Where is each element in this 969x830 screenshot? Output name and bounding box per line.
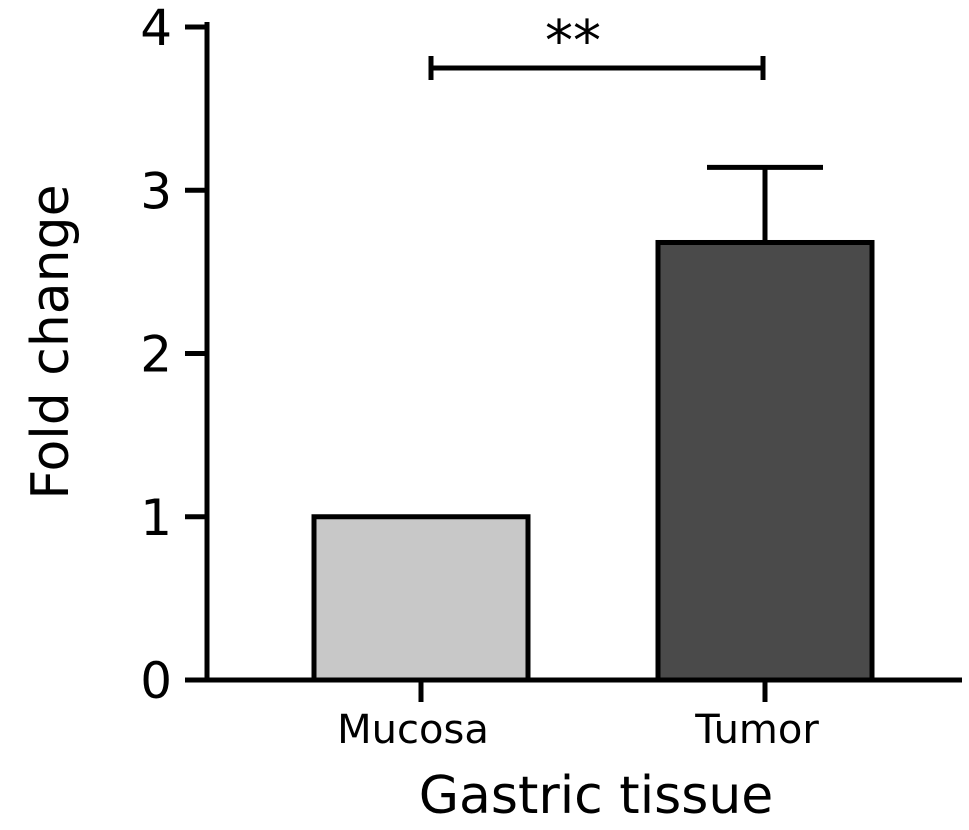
y-ticks-layer: 0 1 2 3 4	[140, 0, 207, 710]
x-axis-title: Gastric tissue	[419, 766, 774, 826]
y-tick-label: 3	[140, 162, 172, 220]
significance-bracket: **	[428, 9, 766, 80]
y-tick-label: 2	[140, 326, 172, 384]
bar-mucosa	[311, 514, 531, 683]
bars-layer	[311, 239, 875, 683]
x-tick-label-tumor: Tumor	[694, 707, 819, 753]
x-ticks-layer: Mucosa Tumor	[337, 680, 819, 753]
significance-label: **	[545, 9, 601, 74]
y-tick-label: 4	[140, 0, 172, 57]
x-tick-label-mucosa: Mucosa	[337, 707, 489, 753]
bar-tumor	[655, 239, 875, 683]
y-tick-label: 0	[140, 652, 172, 710]
error-bars-layer	[371, 164, 823, 519]
y-tick-label: 1	[140, 489, 172, 547]
y-axis-title: Fold change	[21, 184, 81, 499]
